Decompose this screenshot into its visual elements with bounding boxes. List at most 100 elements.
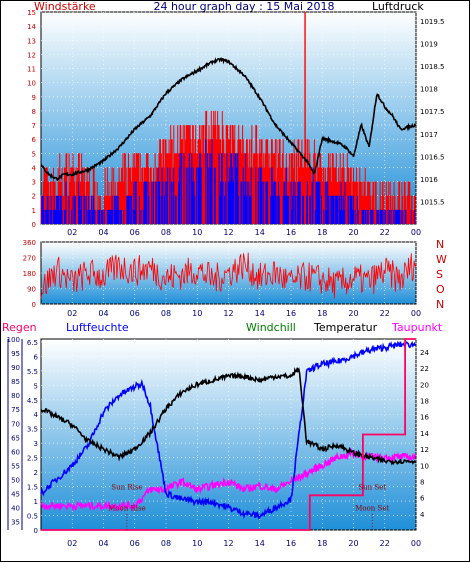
temperature-tick-label: 8 xyxy=(420,478,424,486)
humidity-tick-label: 80 xyxy=(11,392,20,400)
astro-annotation: Moon Set xyxy=(355,505,389,513)
wind-average-bars xyxy=(41,139,415,224)
time-tick-label: 14 xyxy=(255,228,265,237)
time-tick-label: 12 xyxy=(223,539,233,548)
time-tick-label: 02 xyxy=(67,309,77,318)
wind-tick-label: 0 xyxy=(32,221,36,229)
wind-tick-label: 13 xyxy=(27,37,36,45)
time-tick-label: 04 xyxy=(98,228,108,237)
rain-tick-label: 5 xyxy=(34,382,38,390)
compass-label: S xyxy=(436,268,443,281)
humidity-line xyxy=(40,340,416,520)
humidity-tick-label: 70 xyxy=(11,420,20,428)
humidity-tick-label: 45 xyxy=(11,490,20,498)
wind-tick-label: 2 xyxy=(32,193,36,201)
time-tick-label: 20 xyxy=(348,228,358,237)
pressure-tick-label: 1016 xyxy=(420,176,438,184)
legend-entry: Luftfeuchte xyxy=(66,321,129,334)
time-tick-label: 20 xyxy=(348,539,358,548)
astro-annotation: Sun Rise xyxy=(111,484,142,492)
humidity-tick-label: 100 xyxy=(7,336,20,344)
time-tick-label: 16 xyxy=(286,228,296,237)
time-tick-label: 22 xyxy=(380,309,390,318)
wind-axis-title: Windstärke xyxy=(34,0,96,13)
wind-pressure-axes: 01234567891011121314151015.510161016.510… xyxy=(27,9,444,237)
legend-entry: Taupunkt xyxy=(391,321,443,334)
time-tick-label: 10 xyxy=(192,309,202,318)
pressure-tick-label: 1015.5 xyxy=(420,198,445,206)
direction-tick-label: 270 xyxy=(23,255,36,263)
rain-tick-label: 0.5 xyxy=(27,513,38,521)
compass-label: N xyxy=(436,238,444,251)
time-tick-label: 16 xyxy=(286,539,296,548)
wind-tick-label: 14 xyxy=(27,23,36,31)
direction-series xyxy=(40,252,417,299)
rain-tick-label: 4 xyxy=(34,411,39,419)
time-tick-label: 06 xyxy=(130,228,140,237)
wind-tick-label: 15 xyxy=(27,9,36,17)
time-tick-label: 22 xyxy=(380,228,390,237)
time-tick-label: 06 xyxy=(130,309,140,318)
temperature-tick-label: 12 xyxy=(420,446,429,454)
climate-annotations: Sun Rise Moon Rise Sun Set Moon Set xyxy=(108,484,389,530)
time-tick-label: 18 xyxy=(317,228,327,237)
time-tick-label: 04 xyxy=(98,539,108,548)
rain-tick-label: 5.5 xyxy=(27,368,38,376)
time-tick-label: 18 xyxy=(317,309,327,318)
pressure-tick-label: 1018.5 xyxy=(420,63,445,71)
rain-tick-label: 0 xyxy=(34,527,38,535)
humidity-tick-label: 65 xyxy=(11,434,20,442)
time-tick-label: 08 xyxy=(161,309,171,318)
time-tick-label: 10 xyxy=(192,228,202,237)
wind-tick-label: 4 xyxy=(32,164,37,172)
time-tick-label: 20 xyxy=(348,309,358,318)
time-tick-label: 14 xyxy=(255,309,265,318)
direction-grid xyxy=(41,241,417,305)
temperature-line xyxy=(40,367,416,466)
direction-tick-label: 90 xyxy=(27,286,36,294)
bottom-legend: Regen Luftfeuchte Windchill Temperatur Taupu… xyxy=(2,321,443,334)
direction-tick-label: 360 xyxy=(23,239,36,247)
temperature-tick-label: 14 xyxy=(420,430,429,438)
wind-tick-label: 5 xyxy=(32,150,36,158)
time-tick-label: 16 xyxy=(286,309,296,318)
temperature-tick-label: 22 xyxy=(420,365,429,373)
humidity-tick-label: 60 xyxy=(11,448,20,456)
wind-tick-label: 9 xyxy=(32,94,36,102)
time-tick-label: 04 xyxy=(98,309,108,318)
wind-tick-label: 7 xyxy=(32,122,36,130)
time-tick-label: 08 xyxy=(161,539,171,548)
temperature-tick-label: 16 xyxy=(420,414,429,422)
rain-line xyxy=(41,338,416,531)
time-tick-label: 08 xyxy=(161,228,171,237)
pressure-line xyxy=(40,57,417,182)
temperature-tick-label: 6 xyxy=(420,495,425,503)
pressure-axis-title: Luftdruck xyxy=(372,0,424,13)
time-tick-label: 10 xyxy=(192,539,202,548)
time-tick-label: 06 xyxy=(130,539,140,548)
pressure-tick-label: 1017.5 xyxy=(420,108,445,116)
rain-tick-label: 6 xyxy=(34,353,39,361)
pressure-tick-label: 1017 xyxy=(420,131,438,139)
wind-series xyxy=(40,12,416,224)
temperature-tick-label: 10 xyxy=(420,462,429,470)
time-tick-label: 12 xyxy=(223,228,233,237)
time-tick-label: 22 xyxy=(380,539,390,548)
rain-tick-label: 3 xyxy=(34,440,38,448)
humidity-tick-label: 50 xyxy=(11,476,20,484)
rain-tick-label: 2 xyxy=(34,469,38,477)
wind-tick-label: 6 xyxy=(32,136,37,144)
time-tick-label: 02 xyxy=(67,539,77,548)
wind-direction-line xyxy=(40,252,417,299)
time-tick-label: 00 xyxy=(411,309,421,318)
rain-tick-label: 3.5 xyxy=(27,426,38,434)
legend-entry: Windchill xyxy=(246,321,296,334)
humidity-tick-label: 35 xyxy=(11,519,20,527)
climate-series xyxy=(40,338,416,531)
wind-tick-label: 3 xyxy=(32,179,36,187)
compass-label: N xyxy=(436,298,444,311)
time-tick-label: 02 xyxy=(67,228,77,237)
